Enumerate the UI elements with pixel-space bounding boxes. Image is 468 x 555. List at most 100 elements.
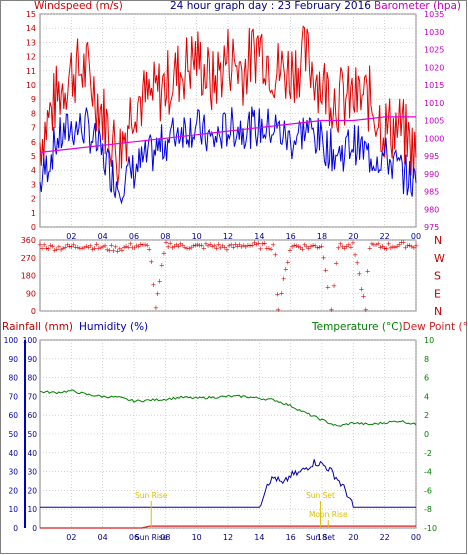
- direction-point: +: [161, 249, 167, 257]
- direction-point: +: [50, 243, 56, 251]
- y-tick-label: 0: [32, 524, 37, 533]
- direction-point: +: [331, 282, 337, 290]
- direction-point: +: [281, 275, 287, 283]
- direction-point: +: [75, 244, 81, 252]
- y-tick-label: 10: [26, 81, 36, 90]
- direction-point: +: [129, 244, 135, 252]
- x-tick-label: 16: [286, 232, 296, 241]
- y2-tick-label: -4: [424, 468, 432, 477]
- annotation-sun-rise-axis: Sun Rise: [135, 533, 168, 542]
- direction-point: +: [207, 240, 213, 248]
- direction-point: +: [289, 243, 295, 251]
- direction-point: +: [375, 240, 381, 248]
- direction-point: +: [310, 241, 316, 249]
- y-tick-label: 100: [23, 336, 38, 345]
- direction-point: +: [123, 243, 129, 251]
- series-humidity: [40, 459, 416, 508]
- direction-point: +: [195, 241, 201, 249]
- direction-point: +: [178, 240, 184, 248]
- x-tick-label: 08: [160, 533, 170, 542]
- x-tick-label: 06: [129, 533, 139, 542]
- direction-point: +: [356, 270, 362, 278]
- direction-point: +: [272, 251, 278, 259]
- direction-point: +: [211, 242, 217, 250]
- y-tick-label: 50: [27, 430, 37, 439]
- series-barometer: [39, 116, 416, 153]
- direction-point: +: [100, 243, 106, 251]
- y-tick-label: 270: [21, 254, 36, 263]
- y2-tick-label: 985: [424, 188, 439, 197]
- rain-tick-label: 70: [8, 392, 18, 401]
- y-tick-label: 30: [27, 468, 37, 477]
- direction-point: +: [382, 245, 388, 253]
- direction-point: +: [407, 241, 413, 249]
- direction-point: +: [94, 241, 100, 249]
- direction-point: +: [62, 244, 68, 252]
- direction-point: +: [256, 239, 262, 247]
- annotation-sun-set-axis: Sun Set: [306, 533, 335, 542]
- x-tick-label: 04: [98, 232, 108, 241]
- y2-tick-label: -10: [424, 524, 437, 533]
- y2-tick-label: 0: [424, 430, 429, 439]
- direction-label: S: [434, 270, 441, 283]
- direction-point: +: [367, 245, 373, 253]
- direction-point: +: [260, 240, 266, 248]
- direction-point: +: [373, 241, 379, 249]
- direction-point: +: [361, 293, 367, 301]
- direction-point: +: [337, 240, 343, 248]
- direction-point: +: [138, 241, 144, 249]
- y-tick-label: 11: [26, 67, 36, 76]
- direction-label: N: [434, 234, 442, 247]
- direction-point: +: [85, 243, 91, 251]
- y2-tick-label: 1020: [424, 63, 444, 72]
- direction-point: +: [79, 244, 85, 252]
- y-tick-label: 12: [26, 53, 36, 62]
- y-tick-label: 20: [27, 486, 37, 495]
- rain-tick-label: 10: [8, 505, 18, 514]
- direction-point: +: [96, 244, 102, 252]
- direction-point: +: [253, 240, 259, 248]
- y2-tick-label: 10: [424, 336, 434, 345]
- y2-tick-label: 1000: [424, 134, 444, 143]
- direction-point: +: [182, 243, 188, 251]
- direction-point: +: [48, 241, 54, 249]
- y-tick-label: 1: [31, 209, 36, 218]
- direction-point: +: [197, 241, 203, 249]
- direction-point: +: [392, 243, 398, 251]
- direction-point: +: [232, 241, 238, 249]
- direction-point: +: [66, 243, 72, 251]
- direction-point: +: [203, 240, 209, 248]
- x-tick-label: 22: [380, 533, 390, 542]
- direction-point: +: [119, 246, 125, 254]
- y-tick-label: 0: [31, 223, 36, 232]
- direction-point: +: [314, 244, 320, 252]
- x-tick-label: 00: [411, 232, 421, 241]
- direction-point: +: [352, 251, 358, 259]
- x-tick-label: 22: [380, 232, 390, 241]
- direction-point: +: [69, 243, 75, 251]
- direction-point: +: [73, 244, 79, 252]
- temp-axis-title: Temperature (°C)Dew Point (°C): [311, 321, 468, 333]
- direction-point: +: [344, 242, 350, 250]
- direction-point: +: [155, 290, 161, 298]
- direction-label: N: [434, 305, 442, 318]
- direction-point: +: [64, 241, 70, 249]
- direction-point: +: [321, 254, 327, 262]
- y2-tick-label: 1005: [424, 117, 444, 126]
- direction-point: +: [369, 240, 375, 248]
- direction-point: +: [127, 240, 133, 248]
- y2-tick-label: 995: [424, 152, 439, 161]
- direction-point: +: [340, 243, 346, 251]
- direction-point: +: [222, 243, 228, 251]
- direction-point: +: [348, 243, 354, 251]
- direction-point: +: [159, 262, 165, 270]
- x-tick-label: 06: [129, 232, 139, 241]
- rain-tick-label: 60: [8, 411, 18, 420]
- direction-point: +: [125, 243, 131, 251]
- direction-point: +: [258, 245, 264, 253]
- direction-point: +: [262, 239, 268, 247]
- series-windspeed: [39, 25, 417, 186]
- page-title: 24 hour graph day : 23 February 2016: [170, 0, 371, 12]
- direction-point: +: [102, 242, 108, 250]
